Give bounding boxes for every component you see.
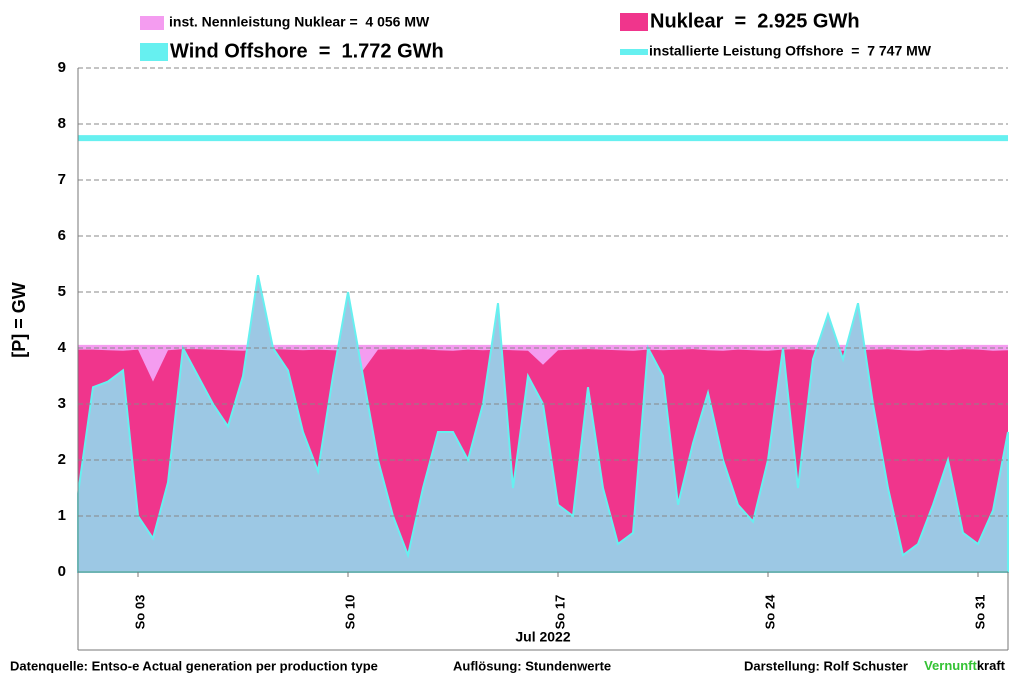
y-tick-label: 0 — [58, 563, 66, 580]
x-tick-label: So 31 — [972, 595, 987, 630]
legend-swatch — [140, 16, 164, 30]
y-tick-label: 2 — [58, 451, 66, 468]
y-tick-label: 7 — [58, 171, 66, 188]
x-tick-label: So 24 — [762, 594, 777, 629]
legend-label: inst. Nennleistung Nuklear = 4 056 MW — [169, 14, 430, 30]
y-tick-label: 9 — [58, 59, 66, 76]
brand-b: kraft — [977, 658, 1006, 673]
y-tick-label: 5 — [58, 283, 66, 300]
y-tick-label: 4 — [58, 339, 67, 356]
footer-author: Darstellung: Rolf Schuster — [744, 658, 908, 673]
area — [77, 274, 1009, 573]
y-axis-label: [P] = GW — [9, 282, 29, 358]
y-tick-label: 6 — [58, 227, 66, 244]
legend-swatch — [140, 43, 168, 61]
y-tick-label: 1 — [58, 507, 66, 524]
legend-label: Wind Offshore = 1.772 GWh — [170, 40, 444, 62]
legend-label: installierte Leistung Offshore = 7 747 M… — [649, 43, 932, 59]
x-axis-label: Jul 2022 — [515, 629, 570, 645]
y-tick-label: 8 — [58, 115, 66, 132]
x-tick-label: So 17 — [552, 595, 567, 630]
x-tick-label: So 10 — [342, 595, 357, 630]
y-tick-label: 3 — [58, 395, 66, 412]
footer-brand: Vernunftkraft — [924, 658, 1006, 673]
brand-a: Vernunft — [924, 658, 977, 673]
footer-source: Datenquelle: Entso-e Actual generation p… — [10, 658, 378, 673]
footer-resolution: Auflösung: Stundenwerte — [453, 658, 611, 673]
legend-label: Nuklear = 2.925 GWh — [650, 10, 860, 32]
x-tick-label: So 03 — [132, 595, 147, 630]
legend-swatch — [620, 13, 648, 31]
